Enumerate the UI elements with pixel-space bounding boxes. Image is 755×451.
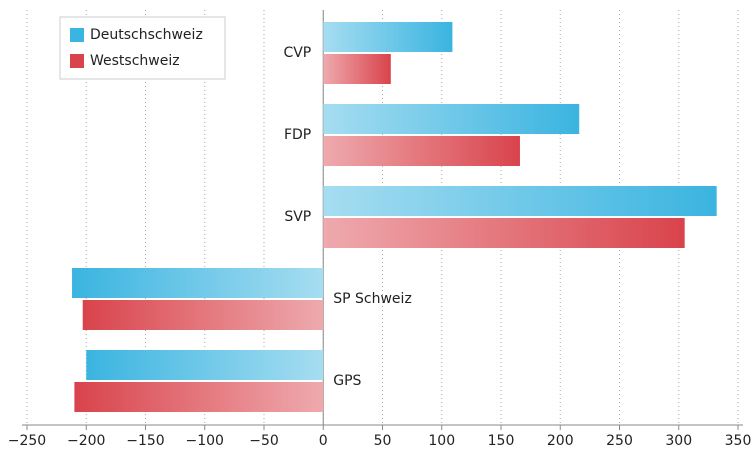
bar — [323, 104, 580, 134]
x-tick-label: 100 — [428, 433, 455, 449]
legend-swatch — [70, 28, 84, 42]
x-tick-label: 0 — [319, 433, 328, 449]
category-label: SP Schweiz — [333, 291, 412, 307]
x-tick-label: −200 — [67, 433, 105, 449]
category-label: CVP — [283, 45, 311, 61]
bar — [323, 186, 717, 216]
x-tick-label: −50 — [249, 433, 279, 449]
x-tick-label: −150 — [126, 433, 164, 449]
legend-label: Deutschschweiz — [90, 27, 203, 43]
category-label: SVP — [284, 209, 311, 225]
category-label: FDP — [284, 127, 311, 143]
bar — [86, 350, 324, 380]
x-tick-label: 250 — [606, 433, 633, 449]
x-tick-label: −250 — [8, 433, 46, 449]
bar — [82, 300, 324, 330]
x-tick-label: 300 — [665, 433, 692, 449]
x-tick-label: 200 — [547, 433, 574, 449]
x-tick-label: −100 — [186, 433, 224, 449]
bar — [323, 218, 685, 248]
legend-label: Westschweiz — [90, 53, 180, 69]
bar — [323, 54, 391, 84]
x-tick-label: 350 — [725, 433, 752, 449]
x-tick-label: 150 — [488, 433, 515, 449]
legend-box — [59, 16, 226, 80]
category-label: GPS — [333, 373, 361, 389]
bar — [323, 22, 453, 52]
x-tick-label: 50 — [374, 433, 392, 449]
bar — [74, 382, 324, 412]
bar — [72, 268, 324, 298]
legend-swatch — [70, 54, 84, 68]
bar — [323, 136, 520, 166]
